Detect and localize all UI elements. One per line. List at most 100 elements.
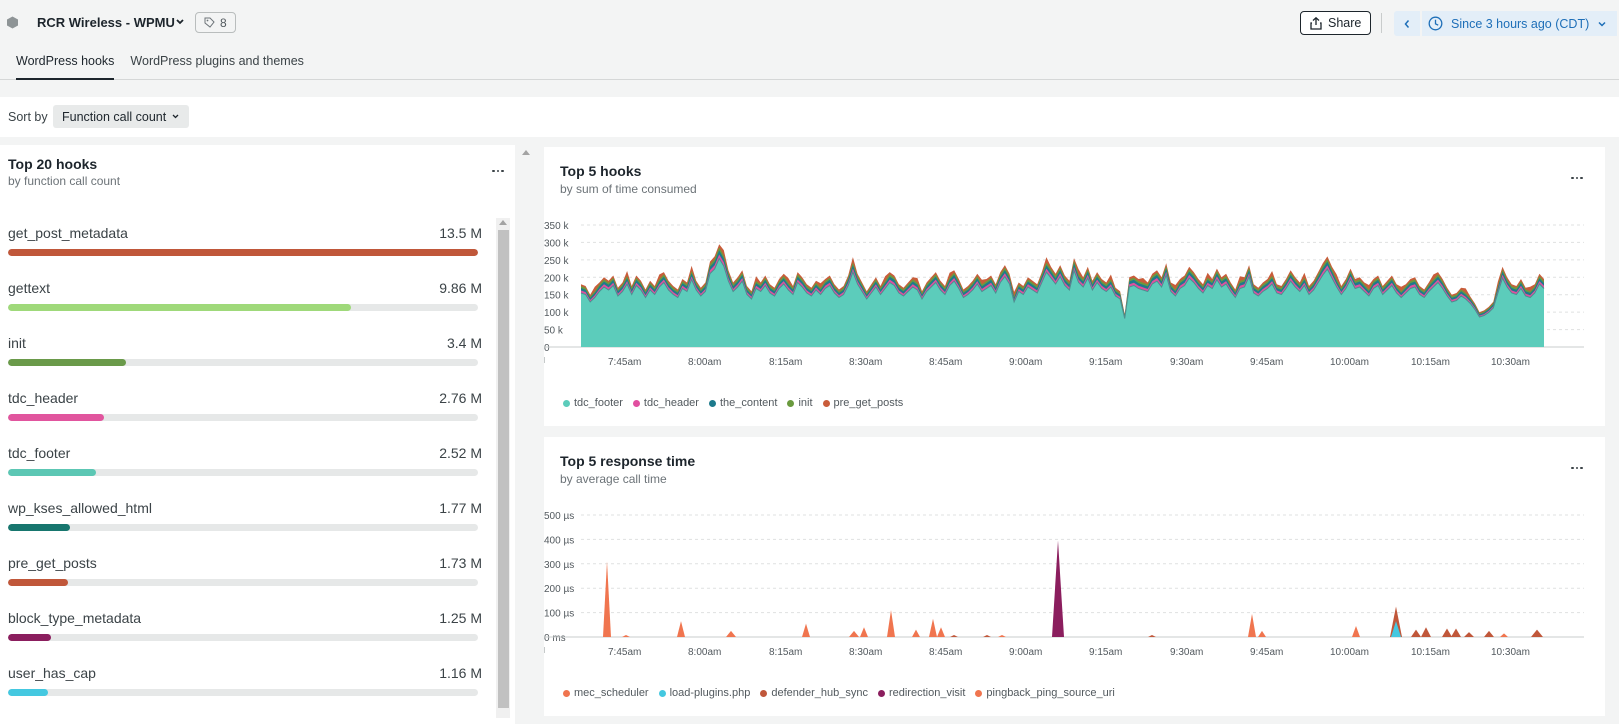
hook-row[interactable]: user_has_cap 1.16 M — [0, 665, 490, 720]
chevron-down-icon[interactable] — [175, 15, 185, 29]
hook-bar-fill — [8, 304, 352, 311]
spike-mec_scheduler[interactable] — [860, 627, 868, 637]
hook-value: 9.86 M — [439, 280, 482, 296]
hook-value: 1.16 M — [439, 665, 482, 681]
legend-dot-icon — [822, 399, 830, 407]
spike-defender_hub_sync[interactable] — [1442, 628, 1452, 637]
spike-defender_hub_sync[interactable] — [1421, 627, 1431, 637]
legend-label: load-plugins.php — [669, 687, 751, 699]
spike-mec_scheduler[interactable] — [603, 561, 611, 637]
scroll-thumb[interactable] — [498, 230, 509, 708]
legend-item[interactable]: pre_get_posts — [822, 397, 903, 409]
spike-defender_hub_sync[interactable] — [1484, 630, 1494, 637]
legend-item[interactable]: mec_scheduler — [563, 687, 649, 699]
scrollbar[interactable] — [496, 218, 510, 718]
tags-button[interactable]: 8 — [195, 12, 236, 33]
x-tick-label: 8:45am — [929, 357, 962, 368]
hook-row[interactable]: block_type_metadata 1.25 M — [0, 610, 490, 665]
spike-mec_scheduler[interactable] — [802, 623, 810, 637]
x-tick-label: 8:30am — [849, 357, 882, 368]
legend-label: the_content — [719, 397, 778, 409]
hook-name: init — [8, 335, 26, 351]
spike-mec_scheduler[interactable] — [912, 629, 920, 637]
legend-item[interactable]: defender_hub_sync — [760, 687, 868, 699]
more-options-icon[interactable] — [1569, 173, 1585, 183]
spike-mec_scheduler[interactable] — [937, 627, 945, 637]
legend-item[interactable]: tdc_header — [632, 397, 699, 409]
hook-row[interactable]: pre_get_posts 1.73 M — [0, 555, 490, 610]
legend-item[interactable]: load-plugins.php — [658, 687, 751, 699]
legend-item[interactable]: tdc_footer — [563, 397, 623, 409]
spike-defender_hub_sync[interactable] — [983, 635, 991, 637]
spike-defender_hub_sync[interactable] — [1148, 635, 1156, 637]
spike-mec_scheduler[interactable] — [849, 630, 859, 637]
more-options-icon[interactable] — [1569, 463, 1585, 473]
hook-bar-track — [8, 634, 478, 641]
hook-name: block_type_metadata — [8, 610, 142, 626]
x-tick-label: 8:00am — [688, 357, 721, 368]
hook-bar-track — [8, 524, 478, 531]
y-tick-label: 200 µs — [544, 584, 574, 595]
hook-row[interactable]: get_post_metadata 13.5 M — [0, 225, 490, 280]
x-tick-label: 10:30am — [1491, 357, 1530, 368]
spike-redirection_visit[interactable] — [1052, 540, 1064, 637]
legend-item[interactable]: pingback_ping_source_uri — [975, 687, 1115, 699]
spike-defender_hub_sync[interactable] — [950, 635, 958, 637]
spike-defender_hub_sync[interactable] — [1451, 628, 1461, 637]
spike-mec_scheduler[interactable] — [929, 618, 937, 637]
hook-bar-track — [8, 579, 478, 586]
hook-name: get_post_metadata — [8, 225, 128, 241]
tag-icon — [204, 17, 215, 28]
spike-mec_scheduler[interactable] — [887, 610, 895, 637]
scroll-up-arrow[interactable] — [499, 220, 507, 225]
y-tick-label: 350 k — [544, 221, 569, 232]
tab-wordpress-plugins-themes[interactable]: WordPress plugins and themes — [130, 54, 304, 68]
tab-wordpress-hooks[interactable]: WordPress hooks — [16, 46, 115, 80]
spike-defender_hub_sync[interactable] — [1464, 632, 1474, 637]
hook-row[interactable]: wp_kses_allowed_html 1.77 M — [0, 500, 490, 555]
spike-mec_scheduler[interactable] — [1258, 630, 1266, 637]
spike-mec_scheduler[interactable] — [726, 630, 736, 637]
hook-bar-track — [8, 304, 478, 311]
chart-legend: mec_scheduler load-plugins.php defender_hu… — [563, 687, 1115, 699]
x-tick-label: 9:30am — [1170, 357, 1203, 368]
spike-mec_scheduler[interactable] — [1248, 613, 1256, 637]
response-time-chart: 500 µs 400 µs 300 µs 200 µs 100 µs 0 ms 7:45am… — [544, 511, 1584, 658]
time-range-picker[interactable]: Since 3 hours ago (CDT) — [1422, 11, 1617, 36]
legend-item[interactable]: redirection_visit — [877, 687, 965, 699]
hook-row[interactable]: tdc_footer 2.52 M — [0, 445, 490, 500]
spike-defender_hub_sync[interactable] — [1411, 629, 1421, 637]
hook-row[interactable]: gettext 9.86 M — [0, 280, 490, 335]
legend-label: pingback_ping_source_uri — [986, 687, 1115, 699]
panel-title: Top 20 hooks — [8, 156, 98, 172]
y-tick-label: 400 µs — [544, 535, 574, 546]
panel-scroll-up-arrow[interactable] — [522, 150, 530, 155]
y-tick-label: 300 k — [544, 238, 569, 249]
plot-group: 350 k 300 k 250 k 200 k 150 k 100 k 50 k 0 7:45a… — [544, 221, 1584, 368]
spike-mec_scheduler[interactable] — [998, 635, 1006, 637]
hook-row[interactable]: tdc_header 2.76 M — [0, 390, 490, 445]
top-hooks-panel: Top 20 hooks by function call count get_… — [0, 145, 515, 724]
more-options-icon[interactable] — [490, 166, 506, 176]
legend-item[interactable]: init — [787, 397, 813, 409]
entity-name[interactable]: RCR Wireless - WPMU — [37, 15, 175, 30]
spike-mec_scheduler[interactable] — [677, 621, 685, 637]
spike-mec_scheduler[interactable] — [1500, 633, 1508, 637]
x-tick-label: 9:45am — [1250, 357, 1283, 368]
hook-row[interactable]: init 3.4 M — [0, 335, 490, 390]
area-series-tdc_footer[interactable] — [581, 258, 1544, 347]
spike-load-plugins[interactable] — [1391, 621, 1401, 637]
time-previous-button[interactable] — [1394, 11, 1420, 36]
divider — [1381, 13, 1382, 33]
x-tick-label: 9:00am — [1009, 647, 1042, 658]
legend-dot-icon — [877, 689, 885, 697]
legend-item[interactable]: the_content — [708, 397, 778, 409]
sort-select[interactable]: Function call count — [53, 105, 190, 128]
share-button[interactable]: Share — [1300, 11, 1372, 35]
spike-mec_scheduler[interactable] — [1352, 626, 1360, 637]
y-tick-label: 0 — [544, 343, 550, 354]
legend-dot-icon — [658, 689, 666, 697]
spike-defender_hub_sync[interactable] — [1531, 629, 1543, 637]
hook-bar-fill — [8, 689, 49, 696]
spike-mec_scheduler[interactable] — [622, 635, 630, 637]
